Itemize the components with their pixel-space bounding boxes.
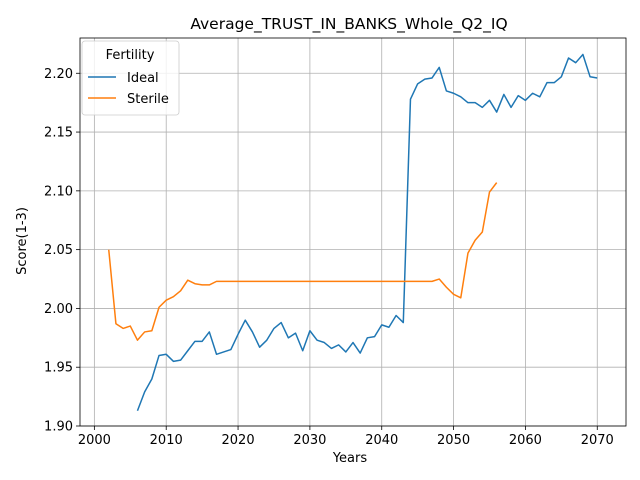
legend: Fertility Ideal Sterile (81, 40, 180, 116)
x-tick-label: 2020 (222, 433, 255, 448)
legend-label-sterile: Sterile (127, 92, 169, 107)
legend-label-ideal: Ideal (127, 71, 159, 86)
series-line-ideal (136, 53, 598, 411)
y-tick-label: 2.15 (44, 126, 73, 141)
y-axis-title: Score(1-3) (15, 207, 30, 275)
y-tick-label: 2.05 (44, 243, 73, 258)
x-tick-label: 2000 (78, 433, 111, 448)
x-axis-ticks: 2000 2010 2020 2030 2040 2050 2060 2070 (78, 426, 614, 448)
x-tick-label: 2010 (150, 433, 183, 448)
grid-lines (80, 38, 626, 427)
series-lines (107, 53, 598, 411)
plot-frame (79, 37, 627, 427)
y-tick-label: 1.90 (44, 420, 73, 435)
x-tick-label: 2030 (293, 433, 326, 448)
x-tick-label: 2040 (365, 433, 398, 448)
y-tick-label: 2.00 (44, 302, 73, 317)
x-tick-label: 2050 (437, 433, 470, 448)
legend-title: Fertility (106, 48, 155, 63)
legend-box (81, 40, 180, 116)
y-tick-label: 1.95 (44, 361, 73, 376)
x-tick-label: 2070 (581, 433, 614, 448)
chart-title: Average_TRUST_IN_BANKS_Whole_Q2_IQ (190, 15, 507, 34)
x-tick-label: 2060 (509, 433, 542, 448)
x-axis-title: Years (332, 451, 368, 466)
y-tick-label: 2.20 (44, 67, 73, 82)
y-axis-ticks: 1.90 1.95 2.00 2.05 2.10 2.15 2.20 (44, 67, 80, 435)
series-line-sterile (107, 182, 498, 341)
y-tick-label: 2.10 (44, 184, 73, 199)
